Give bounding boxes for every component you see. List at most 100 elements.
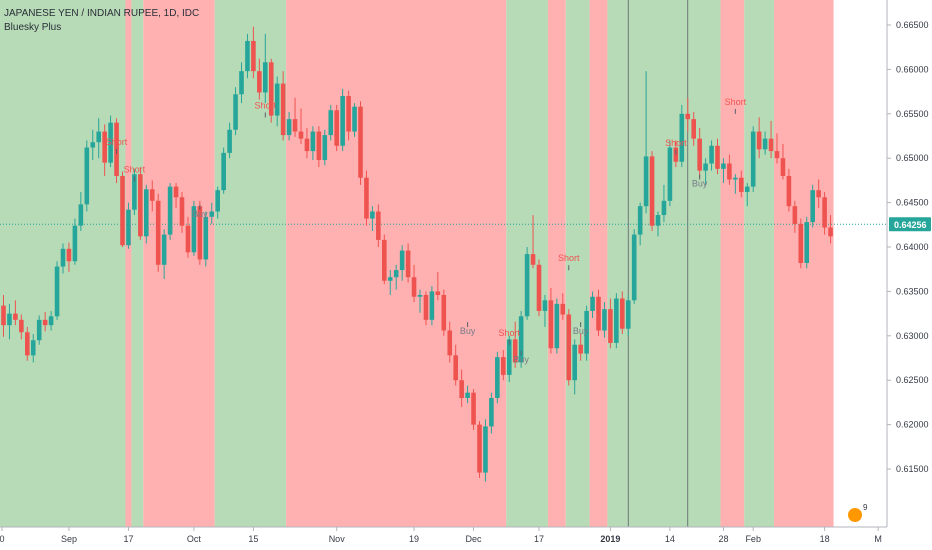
candle — [263, 33, 268, 104]
candle — [465, 385, 470, 404]
candle-body — [530, 254, 536, 265]
candle-body — [155, 200, 161, 265]
candle — [548, 287, 554, 354]
candle — [7, 303, 12, 340]
candle — [84, 140, 90, 212]
candle — [393, 264, 399, 290]
symbol-title[interactable]: JAPANESE YEN / INDIAN RUPEE, 1D, IDC — [4, 8, 200, 19]
candle-body — [608, 309, 613, 343]
time-tick-label: 15 — [248, 534, 258, 544]
candle — [679, 104, 685, 168]
short-signal-label: Short — [725, 97, 747, 107]
candle — [96, 118, 101, 159]
candle-body — [19, 319, 24, 333]
candle-body — [411, 277, 417, 297]
short-signal-label: Short — [665, 138, 687, 148]
candle — [90, 129, 96, 160]
candle-body — [774, 151, 780, 159]
candle — [215, 186, 220, 219]
candle — [161, 229, 167, 279]
candle — [489, 392, 494, 434]
candle-body — [251, 40, 256, 72]
badge-icon[interactable] — [846, 506, 864, 524]
candle — [274, 76, 280, 127]
candle — [352, 103, 357, 137]
candle-body — [120, 175, 125, 246]
candle — [435, 271, 441, 301]
trend-zone-bear — [125, 0, 132, 527]
candle — [774, 133, 780, 164]
candle — [138, 167, 143, 240]
candle — [447, 321, 453, 363]
candle-body — [495, 357, 500, 398]
candle — [280, 71, 286, 141]
signals: Short Short Buy Short Buy Short Buy Short Buy Sho… — [106, 97, 747, 365]
short-signal-label: Short — [106, 137, 128, 147]
vertical-lines — [627, 0, 689, 527]
notification-badge[interactable]: 9 — [846, 503, 868, 524]
candle — [108, 115, 113, 168]
candle — [1, 294, 6, 337]
candle-body — [209, 211, 215, 217]
candle-body — [584, 310, 589, 354]
candle-body — [405, 250, 411, 278]
candle-body — [417, 294, 423, 297]
candle-body — [42, 319, 48, 326]
trend-zone-bull — [607, 0, 721, 527]
candle — [596, 289, 601, 336]
candle — [340, 88, 345, 152]
badge-count: 9 — [863, 503, 868, 512]
candle-body — [352, 106, 357, 132]
candle-body — [215, 190, 220, 212]
candle-body — [257, 71, 262, 93]
candle-body — [387, 277, 393, 281]
candle-body — [435, 291, 441, 295]
candle-body — [1, 305, 6, 326]
candle — [19, 314, 24, 340]
time-axis[interactable]: 0 Sep 17 Oct 15 Nov 19 Dec 17 2019 14 28 Feb 18 M — [0, 526, 887, 544]
short-signal-label: Short — [498, 328, 520, 338]
candle — [459, 369, 464, 407]
candle — [512, 321, 518, 368]
candle — [221, 147, 226, 194]
candle — [399, 245, 405, 281]
candle — [334, 104, 339, 152]
candle-body — [602, 309, 607, 331]
candle-body — [84, 147, 90, 205]
candle — [239, 62, 244, 104]
time-tick-label: 14 — [665, 534, 675, 544]
candle-body — [697, 138, 702, 171]
candle-body — [691, 119, 696, 139]
price-tick-label: 0.65000 — [896, 153, 929, 163]
candle-body — [423, 294, 429, 320]
price-tick-label: 0.61500 — [896, 464, 929, 474]
candle-body — [370, 211, 375, 219]
candle — [227, 122, 232, 159]
candle — [364, 170, 369, 226]
last-price-tag: 0.64256 — [889, 217, 931, 232]
indicator-title[interactable]: Bluesky Plus — [4, 22, 62, 33]
candle-body — [637, 206, 643, 235]
price-axis[interactable]: 0.61500 0.62000 0.62500 0.63000 0.63500 0.640… — [886, 0, 929, 527]
buy-signal-label: Buy — [192, 209, 208, 219]
candle — [292, 97, 298, 137]
buy-signal-label: Buy — [692, 179, 708, 189]
candle — [179, 191, 185, 233]
buy-signal-label: Buy — [513, 354, 529, 364]
candle — [13, 300, 18, 326]
candle-body — [149, 189, 155, 201]
time-tick-label: M — [874, 534, 882, 544]
candle — [78, 191, 84, 232]
candle-body — [655, 215, 661, 226]
candle — [649, 151, 655, 232]
candle-body — [72, 225, 78, 262]
candle-body — [364, 177, 369, 219]
candle — [72, 218, 78, 265]
candle — [471, 389, 476, 430]
candle-body — [96, 131, 101, 143]
candle-body — [572, 344, 577, 381]
candle — [328, 104, 334, 141]
candle — [155, 193, 161, 272]
candle-body — [792, 206, 798, 224]
